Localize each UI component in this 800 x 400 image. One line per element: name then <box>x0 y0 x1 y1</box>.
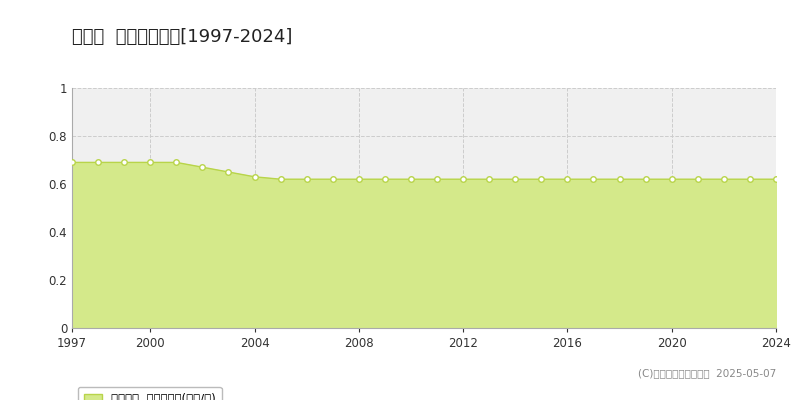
Text: (C)土地価格ドットコム  2025-05-07: (C)土地価格ドットコム 2025-05-07 <box>638 368 776 378</box>
Legend: 基準地価  平均坪単価(万円/坪): 基準地価 平均坪単価(万円/坪) <box>78 387 222 400</box>
Text: 三島村  基準地価推移[1997-2024]: 三島村 基準地価推移[1997-2024] <box>72 28 292 46</box>
